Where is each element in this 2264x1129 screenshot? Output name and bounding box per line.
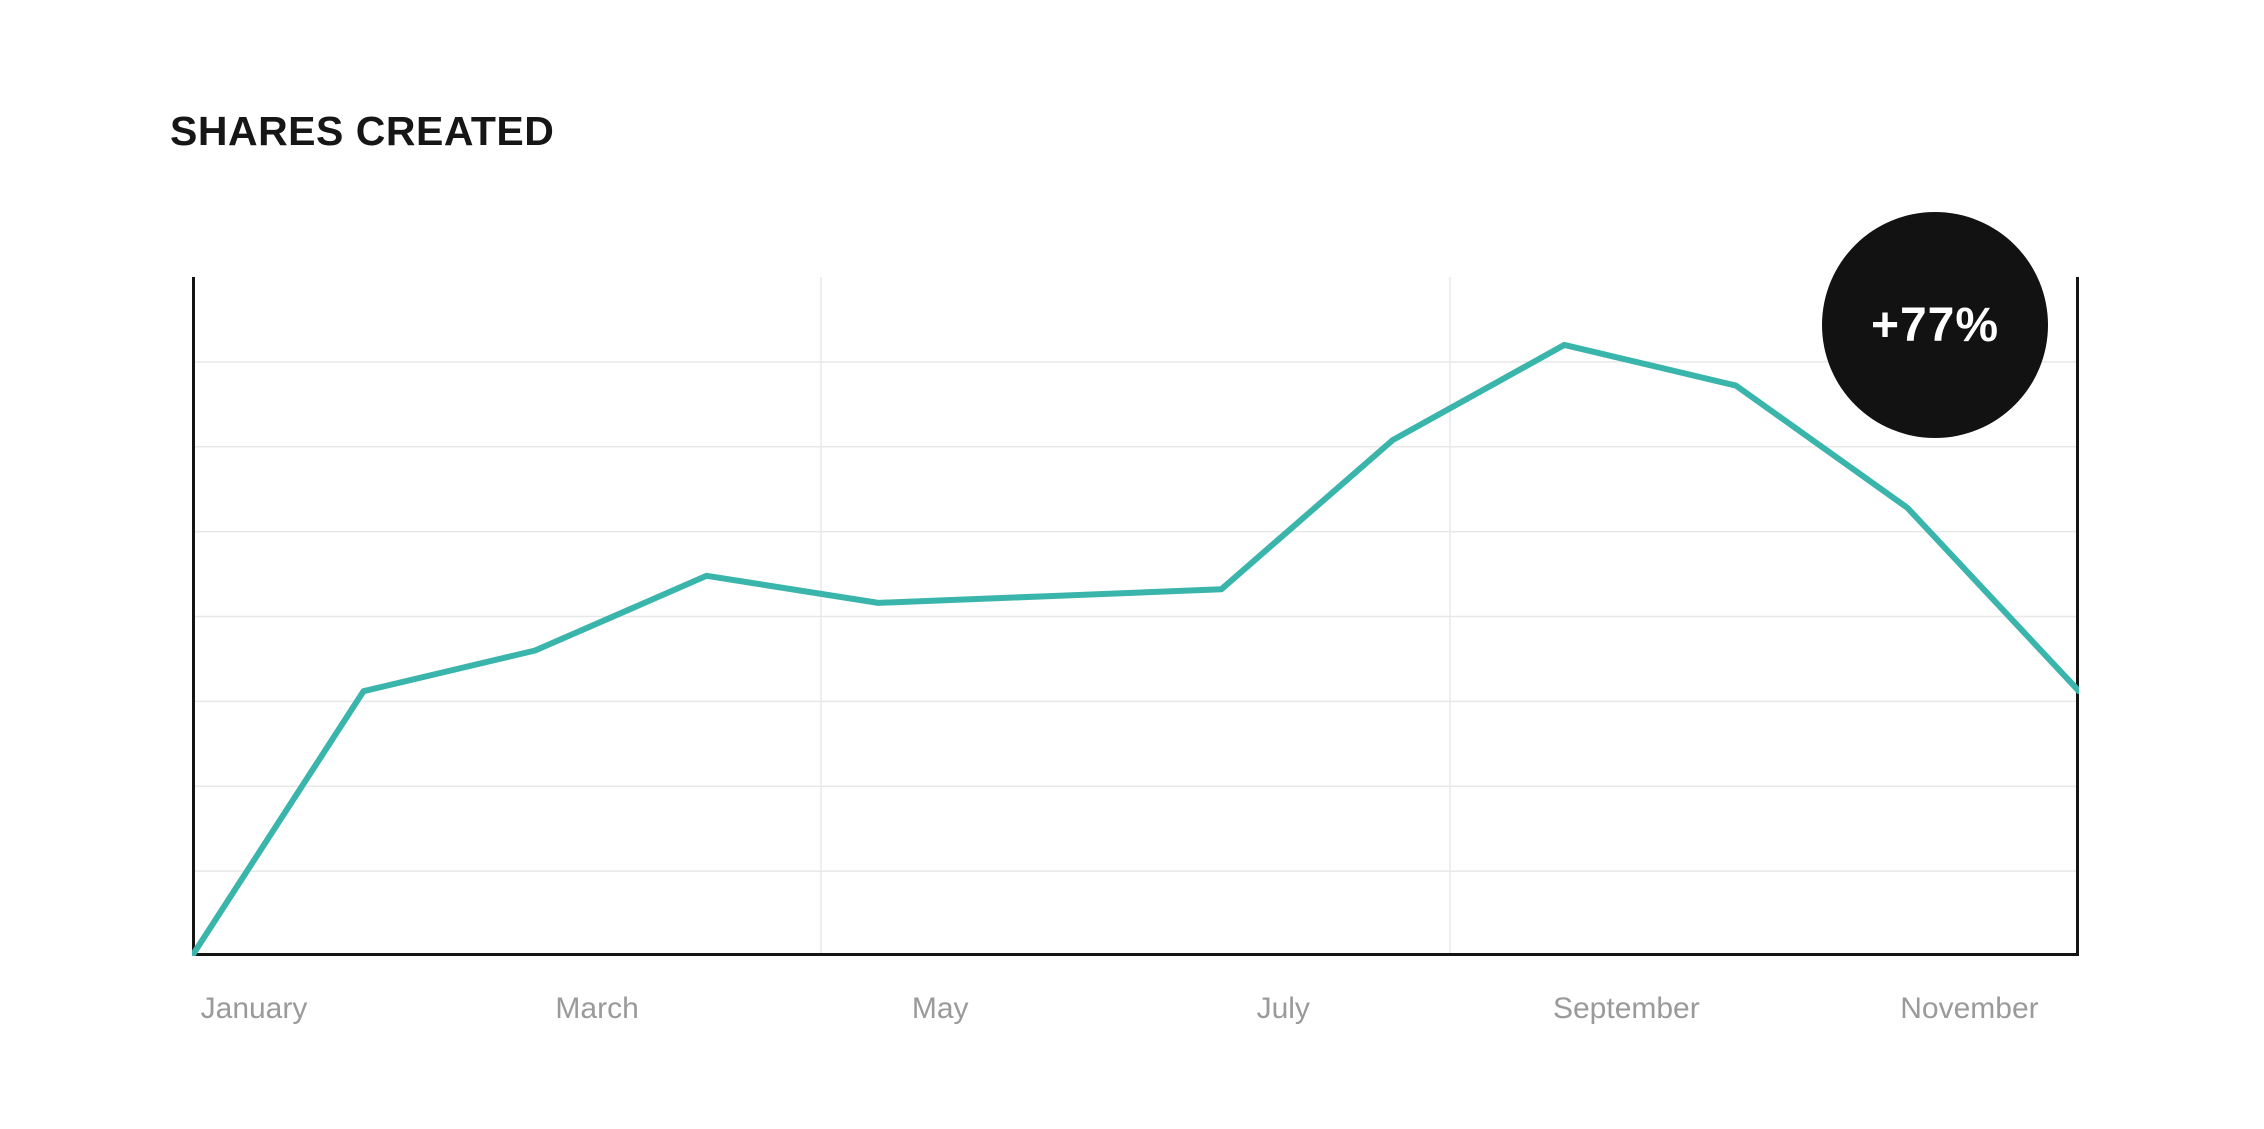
chart-title: SHARES CREATED bbox=[170, 108, 555, 154]
x-axis-labels: January March May July September November bbox=[0, 992, 2264, 1036]
line-chart bbox=[192, 277, 2079, 956]
x-axis-label: May bbox=[911, 992, 969, 1025]
x-axis-label: September bbox=[1552, 992, 1700, 1025]
x-axis-label: July bbox=[1256, 992, 1310, 1025]
x-axis-label: January bbox=[200, 992, 308, 1025]
x-axis-label: November bbox=[1900, 992, 2039, 1025]
chart-canvas bbox=[192, 277, 2079, 956]
x-axis-label: March bbox=[555, 992, 639, 1025]
growth-badge: +77% bbox=[1822, 212, 2048, 438]
growth-badge-label: +77% bbox=[1870, 298, 2000, 352]
